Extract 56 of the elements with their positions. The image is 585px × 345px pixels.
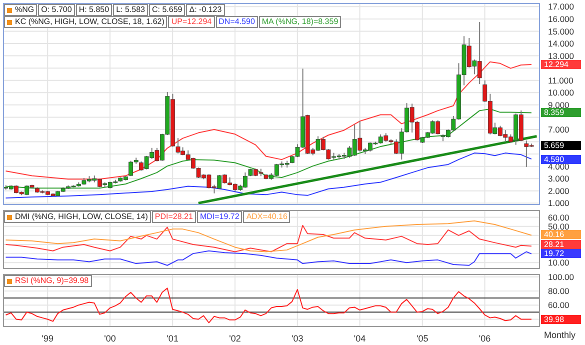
y-tick-label: 10.00 [548, 258, 570, 268]
y-tick-label: 4.000 [548, 161, 570, 172]
y-tick-label: 60.00 [548, 212, 570, 222]
y-tick-label: 10.000 [548, 88, 574, 98]
y-tick-label: 9.000 [548, 100, 570, 110]
line-series [5, 108, 532, 189]
text: UP=12.294 [168, 16, 215, 28]
legend-title: DMI (%NG, HIGH, LOW, CLOSE, 14) [4, 211, 151, 223]
legend-title: KC (%NG, HIGH, LOW, CLOSE, 18, 1.62) [4, 16, 168, 28]
text: MDI=19.72 [196, 211, 242, 223]
x-tick-label: '05 [416, 333, 428, 344]
annotation: 19.72 [541, 249, 581, 258]
y-tick-label: 16.000 [548, 14, 574, 24]
y-tick-label: 15.000 [548, 26, 574, 36]
line-series [5, 152, 532, 198]
x-tick-label: '06 [478, 333, 491, 344]
y-tick-label: 60.00 [548, 300, 570, 310]
annotation: 4.590 [541, 154, 581, 164]
y-tick-label: 7.000 [548, 124, 570, 134]
annotation: 8.359 [541, 108, 581, 118]
x-tick-label: '02 [229, 333, 241, 344]
x-tick-label: '04 [354, 333, 366, 344]
y-tick-label: 1.000 [548, 198, 570, 208]
line-series [5, 288, 532, 324]
x-tick-label: '01 [166, 333, 178, 344]
annotation: 12.294 [541, 60, 581, 69]
annotation: Δ: -0.123 [186, 4, 225, 16]
annotation: 39.98 [541, 314, 581, 324]
chart-title: %NG [4, 4, 38, 16]
x-tick-label: '99 [42, 333, 54, 344]
line-series [5, 61, 532, 180]
text: RSI (%NG, 9)=39.98 [4, 275, 92, 287]
annotation: L: 5.583 [113, 4, 148, 16]
annotation: 5.659 [541, 141, 581, 150]
annotation: O: 5.700 [38, 4, 75, 16]
x-axis-title: Monthly [544, 330, 576, 340]
y-tick-label: 3.000 [548, 174, 570, 184]
y-tick-label: 50.00 [548, 221, 570, 232]
line-series [5, 250, 532, 266]
x-tick-label: '03 [292, 333, 304, 344]
text: DN=4.590 [216, 16, 258, 28]
annotation: 40.16 [541, 230, 581, 240]
y-tick-label: 14.000 [548, 38, 574, 49]
annotation: 28.21 [541, 240, 581, 249]
y-tick-label: 17.000 [548, 2, 574, 12]
y-tick-label: 100.00 [548, 272, 574, 282]
text: MA (%NG, 18)=8.359 [258, 16, 342, 28]
x-tick-label: '00 [104, 333, 116, 344]
annotation: H: 5.850 [76, 4, 112, 16]
y-tick-label: 80.00 [548, 286, 570, 296]
text: ADX=40.16 [243, 211, 290, 223]
y-tick-label: 11.000 [548, 75, 574, 86]
y-tick-label: 2.000 [548, 186, 570, 196]
series-label: PDI=28.21 [152, 211, 196, 223]
y-tick-label: 13.000 [548, 50, 574, 61]
annotation: C: 5.659 [148, 4, 186, 16]
